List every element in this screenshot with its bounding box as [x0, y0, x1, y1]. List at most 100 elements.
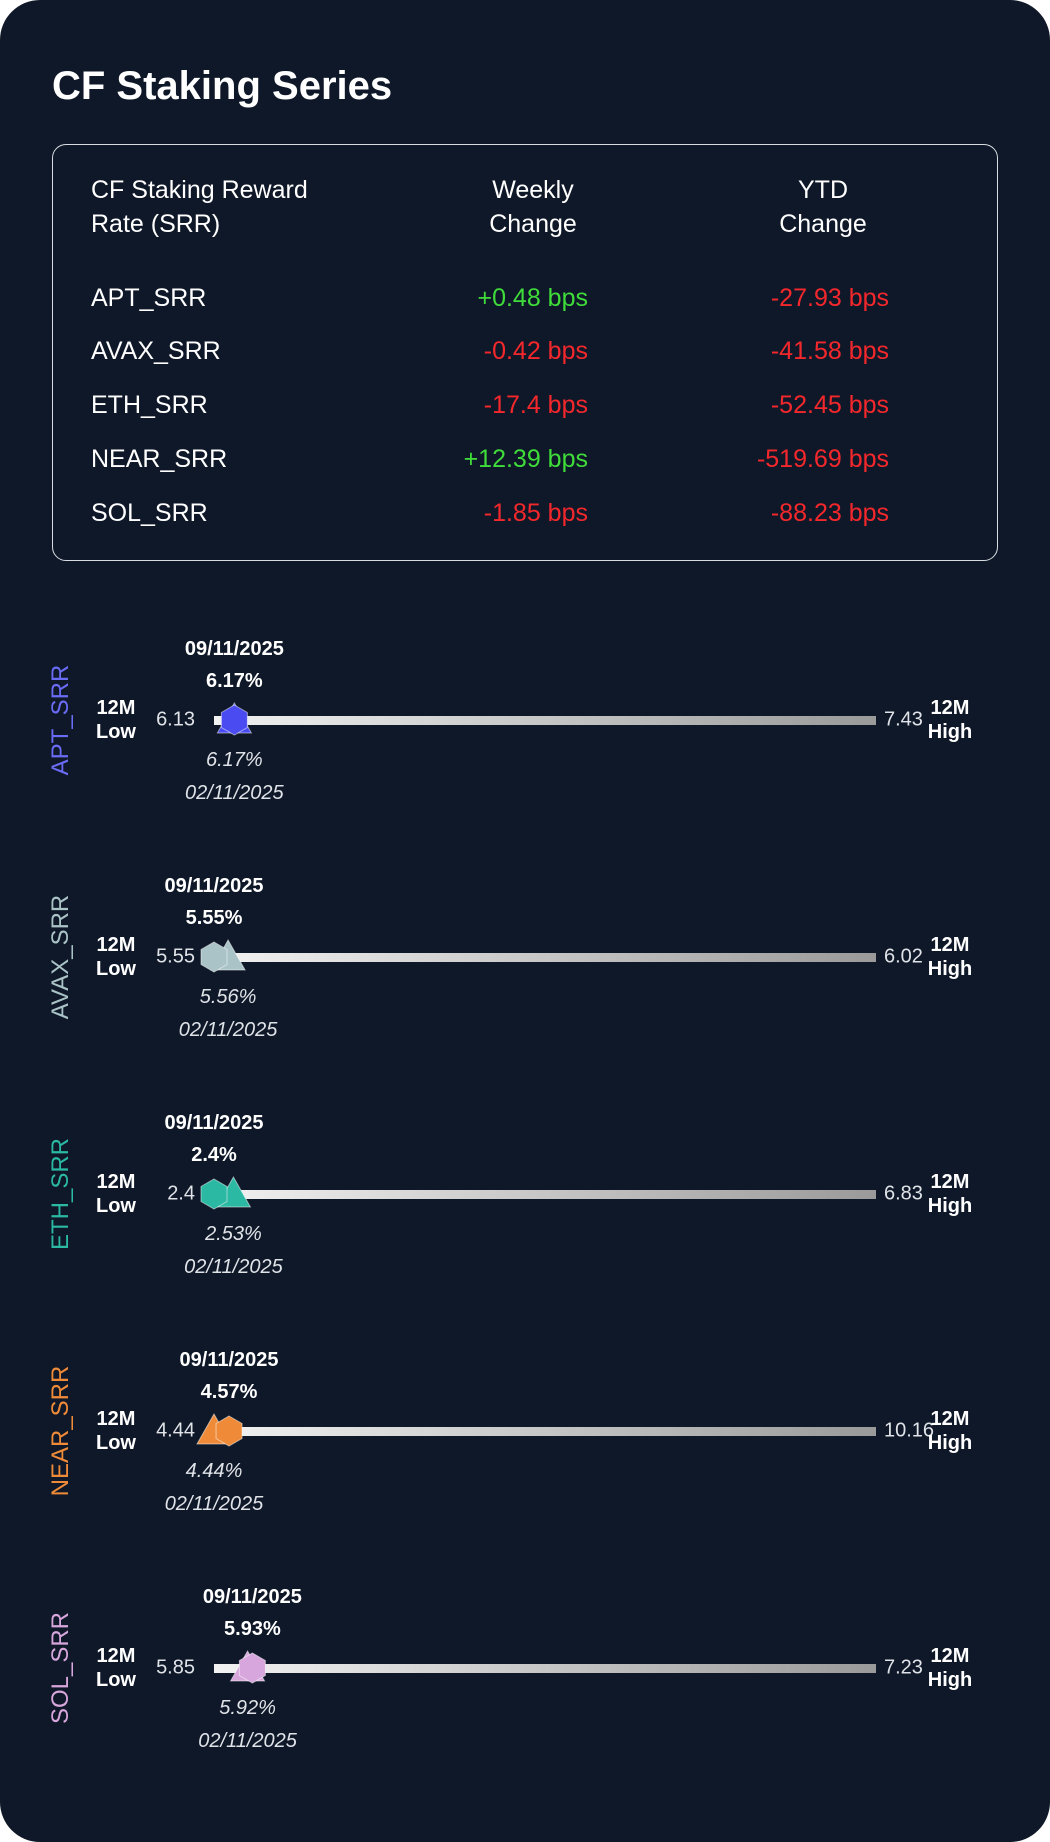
markers: [216, 701, 253, 736]
range-bar: [214, 1663, 876, 1673]
previous-value: 5.56%: [199, 986, 257, 1008]
previous-value: 6.17%: [206, 749, 263, 771]
high-label-line1: 12M: [930, 697, 970, 719]
high-label-line1: 12M: [930, 1171, 970, 1193]
row-ytd-change: -41.58 bps: [770, 337, 889, 365]
current-value: 2.4%: [191, 1144, 237, 1166]
srr-change-table: CF Staking Reward Rate (SRR) Weekly Change…: [52, 144, 998, 561]
12m-high-label: 12M High: [925, 696, 975, 744]
low-label-line1: 12M: [96, 934, 136, 956]
12m-low-label: 12M Low: [92, 1644, 140, 1692]
row-weekly-change: +12.39 bps: [463, 445, 588, 473]
high-label-line1: 12M: [930, 1645, 970, 1667]
previous-value: 2.53%: [205, 1223, 262, 1245]
row-weekly-change: -1.85 bps: [483, 499, 588, 527]
12m-high-label: 12M High: [925, 1407, 975, 1455]
header-weekly-line2: Change: [489, 210, 577, 238]
previous-value: 5.92%: [219, 1697, 276, 1719]
table-row: AVAX_SRR -0.42 bps -41.58 bps: [53, 331, 997, 371]
previous-value: 4.44%: [185, 1460, 243, 1482]
table-row: SOL_SRR -1.85 bps -88.23 bps: [53, 493, 997, 533]
12m-high-label: 12M High: [925, 1644, 975, 1692]
row-name: NEAR_SRR: [91, 445, 228, 473]
12m-high-label: 12M High: [925, 1170, 975, 1218]
table-row: NEAR_SRR +12.39 bps -519.69 bps: [53, 439, 997, 479]
current-value: 6.17%: [206, 670, 263, 692]
previous-date: 02/11/2025: [164, 1493, 264, 1515]
current-value-hexagon-marker: [200, 941, 228, 973]
row-name: ETH_SRR: [91, 391, 208, 419]
high-label-line1: 12M: [930, 1408, 970, 1430]
row-name: APT_SRR: [91, 284, 207, 312]
row-ytd-change: -52.45 bps: [770, 391, 889, 419]
series-label: NEAR_SRR: [47, 1365, 74, 1497]
12m-low-label: 12M Low: [92, 696, 140, 744]
low-label-line2: Low: [96, 958, 136, 980]
low-label-line2: Low: [96, 721, 136, 743]
low-label-line2: Low: [96, 1195, 136, 1217]
12m-low-value: 4.44: [156, 1419, 195, 1442]
high-label-line2: High: [927, 958, 973, 980]
header-ytd-line2: Change: [779, 210, 867, 238]
header-weekly-line1: Weekly: [492, 176, 574, 204]
current-value-hexagon-marker: [215, 1415, 243, 1447]
row-weekly-change: -0.42 bps: [483, 337, 588, 365]
12m-low-value: 6.13: [156, 708, 195, 731]
current-value: 5.55%: [185, 907, 243, 929]
range-bar: [214, 952, 876, 962]
12m-high-value: 7.23: [884, 1656, 923, 1679]
series-label: APT_SRR: [47, 664, 74, 776]
12m-low-label: 12M Low: [92, 1170, 140, 1218]
table-row: ETH_SRR -17.4 bps -52.45 bps: [53, 385, 997, 425]
row-ytd-change: -27.93 bps: [770, 284, 889, 312]
series-label: AVAX_SRR: [47, 894, 74, 1020]
row-ytd-change: -88.23 bps: [770, 499, 889, 527]
12m-high-value: 6.02: [884, 945, 923, 968]
high-label-line1: 12M: [930, 934, 970, 956]
low-label-line1: 12M: [96, 1645, 136, 1667]
table-row: APT_SRR +0.48 bps -27.93 bps: [53, 278, 997, 318]
header-srr-line2: Rate (SRR): [91, 210, 221, 238]
low-label-line2: Low: [96, 1669, 136, 1691]
previous-date: 02/11/2025: [178, 1019, 278, 1041]
current-date: 09/11/2025: [184, 638, 284, 660]
current-value: 5.93%: [224, 1618, 281, 1640]
low-label-line1: 12M: [96, 697, 136, 719]
low-label-line1: 12M: [96, 1171, 136, 1193]
row-ytd-change: -519.69 bps: [756, 445, 889, 473]
low-label-line2: Low: [96, 1432, 136, 1454]
12m-low-label: 12M Low: [92, 1407, 140, 1455]
markers: [196, 1412, 243, 1447]
markers: [200, 1175, 252, 1210]
12m-high-value: 7.43: [884, 708, 923, 731]
header-weekly: Weekly Change: [453, 173, 613, 241]
row-name: SOL_SRR: [91, 499, 208, 527]
current-value-hexagon-marker: [200, 1178, 228, 1210]
previous-date: 02/11/2025: [185, 782, 284, 804]
page-title: CF Staking Series: [52, 64, 393, 108]
current-date: 09/11/2025: [164, 1112, 264, 1134]
row-name: AVAX_SRR: [91, 337, 221, 365]
header-ytd-line1: YTD: [798, 176, 848, 204]
12m-low-label: 12M Low: [92, 933, 140, 981]
current-date: 09/11/2025: [164, 875, 264, 897]
range-bar: [214, 1189, 876, 1199]
high-label-line2: High: [927, 1669, 973, 1691]
range-bar: [214, 715, 876, 725]
current-date: 09/11/2025: [179, 1349, 279, 1371]
current-date: 09/11/2025: [202, 1586, 302, 1608]
current-value: 4.57%: [200, 1381, 258, 1403]
markers: [200, 938, 246, 973]
high-label-line2: High: [927, 1195, 973, 1217]
12m-low-value: 2.4: [167, 1182, 195, 1205]
12m-high-value: 10.16: [884, 1419, 935, 1442]
12m-high-label: 12M High: [925, 933, 975, 981]
header-srr: CF Staking Reward Rate (SRR): [91, 173, 308, 241]
range-bar: [214, 1426, 876, 1436]
current-value-hexagon-marker: [220, 704, 248, 736]
series-label: SOL_SRR: [47, 1611, 74, 1725]
markers: [229, 1649, 266, 1684]
12m-low-value: 5.85: [156, 1656, 195, 1679]
header-ytd: YTD Change: [743, 173, 903, 241]
